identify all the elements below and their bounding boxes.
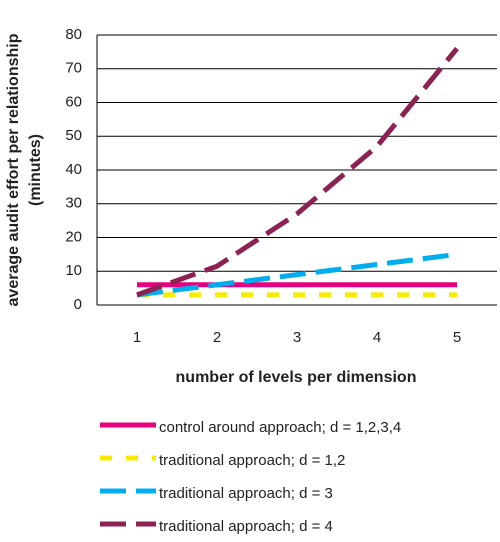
legend-label: traditional approach; d = 3 <box>159 485 333 502</box>
series-line <box>136 251 458 298</box>
series-line <box>136 46 459 298</box>
x-tick-label: 1 <box>133 329 141 346</box>
y-tick-label: 10 <box>65 262 82 279</box>
y-axis-title: (minutes) <box>27 134 44 206</box>
x-tick-label: 5 <box>453 329 461 346</box>
x-axis-title: number of levels per dimension <box>176 369 417 386</box>
y-tick-label: 0 <box>74 296 82 313</box>
y-axis-title: average audit effort per relationship <box>5 33 22 306</box>
x-tick-label: 3 <box>293 329 301 346</box>
y-tick-label: 70 <box>65 60 82 77</box>
y-tick-label: 50 <box>65 127 82 144</box>
y-tick-label: 40 <box>65 161 82 178</box>
legend-label: control around approach; d = 1,2,3,4 <box>159 419 401 436</box>
x-tick-label: 4 <box>373 329 381 346</box>
y-tick-label: 20 <box>65 228 82 245</box>
y-tick-label: 30 <box>65 195 82 212</box>
x-tick-label: 2 <box>213 329 221 346</box>
legend-label: traditional approach; d = 4 <box>159 518 333 535</box>
y-tick-label: 60 <box>65 93 82 110</box>
legend-label: traditional approach; d = 1,2 <box>159 452 345 469</box>
y-tick-label: 80 <box>65 26 82 43</box>
